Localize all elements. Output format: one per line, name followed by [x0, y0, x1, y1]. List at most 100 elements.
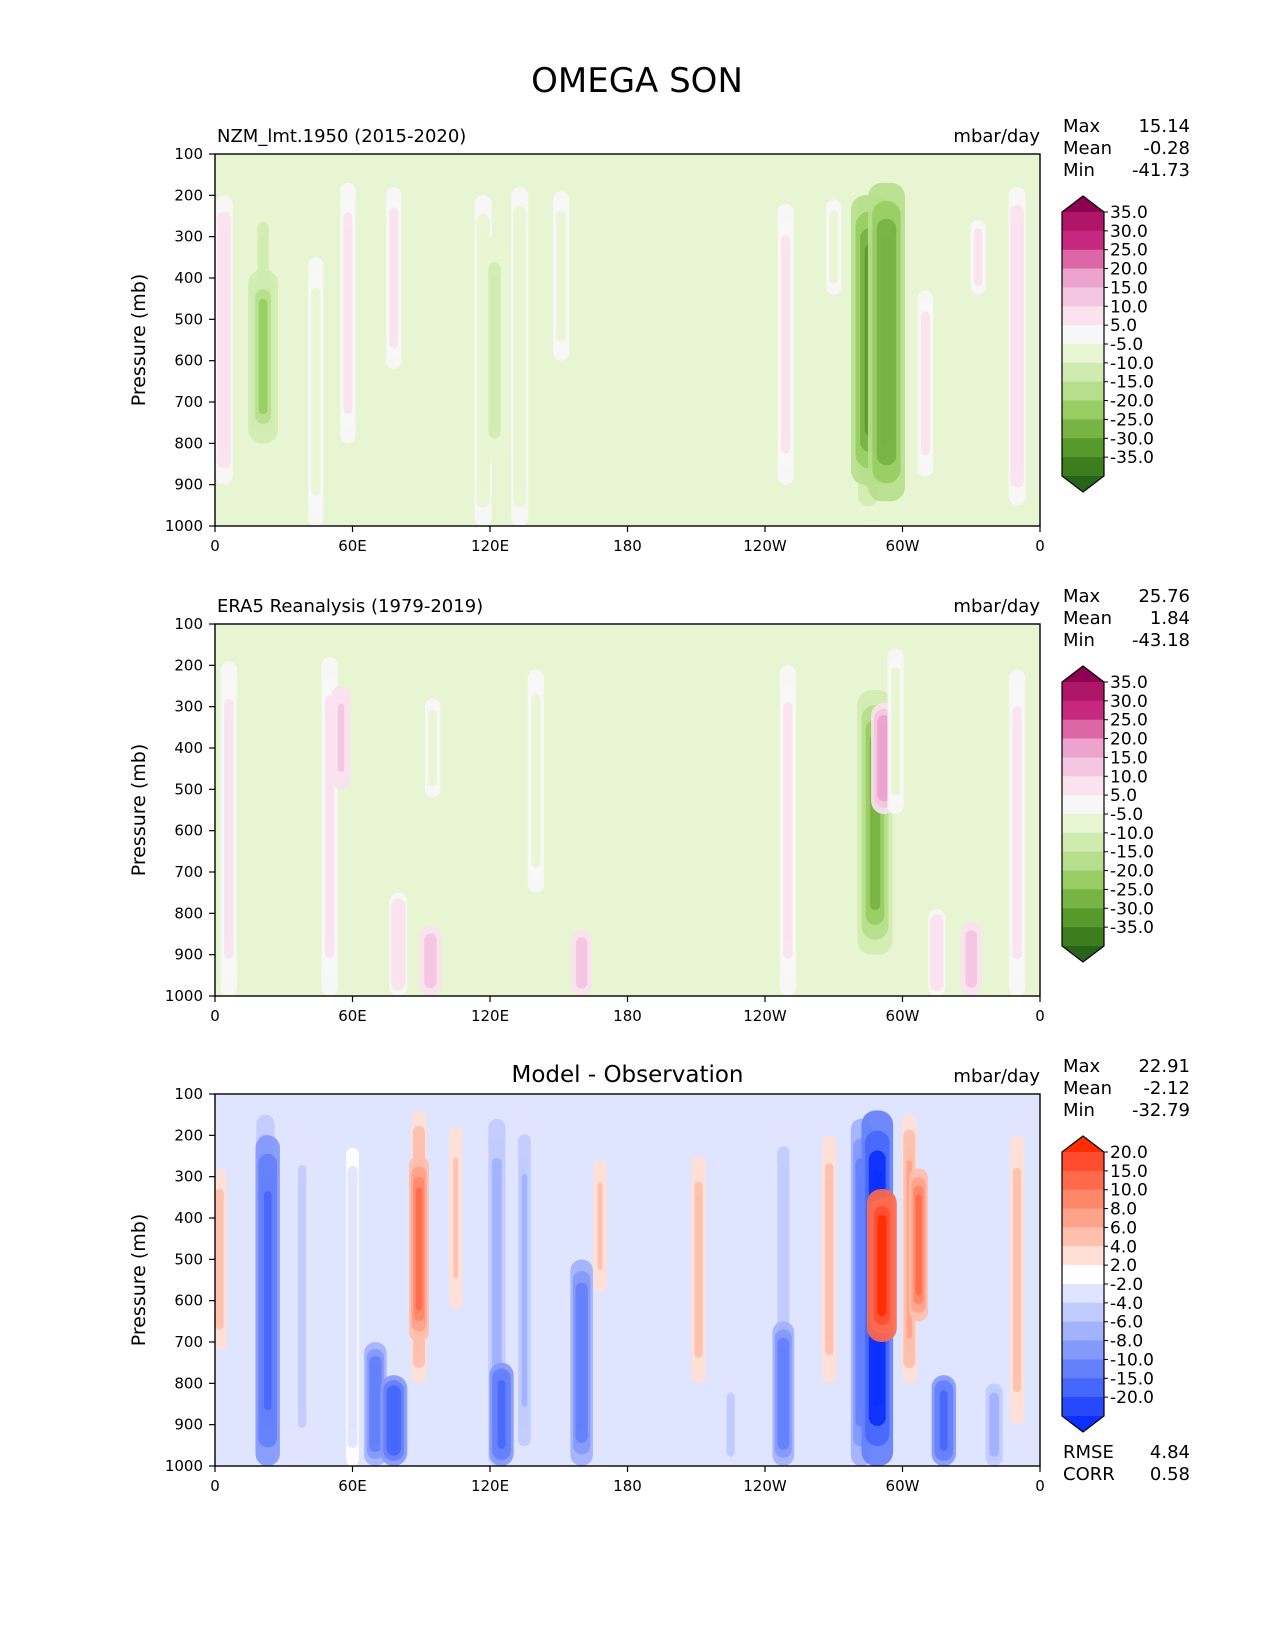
stat-value: -41.73 — [1132, 160, 1190, 181]
colorbar-label: -4.0 — [1110, 1294, 1143, 1314]
colorbar-segment — [1062, 851, 1104, 872]
x-tick-label: 0 — [1035, 1007, 1045, 1025]
colorbar-label: -30.0 — [1110, 899, 1154, 919]
contour-region-2 — [337, 703, 345, 772]
colorbar-label: -15.0 — [1110, 373, 1154, 393]
contour-region-14 — [881, 236, 892, 448]
extra-stat-label: RMSE — [1063, 1442, 1114, 1463]
colorbar-segment — [1062, 1397, 1104, 1417]
x-tick-label: 120E — [471, 1477, 509, 1495]
colorbar-segment — [1062, 795, 1104, 815]
colorbar-segment — [1062, 1302, 1104, 1323]
contour-region-26 — [991, 1397, 998, 1453]
x-tick-label: 0 — [210, 537, 220, 555]
contour-region-2 — [263, 1191, 272, 1411]
colorbar-label: -20.0 — [1110, 392, 1154, 412]
stat-label: Max — [1063, 586, 1101, 607]
panel-center-title: Model - Observation — [511, 1062, 743, 1088]
y-tick-label: 500 — [174, 1250, 203, 1268]
stat-label: Mean — [1063, 1078, 1112, 1099]
x-tick-label: 60E — [338, 537, 367, 555]
colorbar-label: -35.0 — [1110, 918, 1154, 938]
colorbar-segment — [1062, 927, 1104, 947]
colorbar-label: -8.0 — [1110, 1332, 1143, 1352]
y-tick-label: 600 — [174, 1292, 203, 1310]
colorbar-segment — [1062, 362, 1104, 383]
colorbar-label: 20.0 — [1110, 260, 1148, 280]
colorbar-label: -15.0 — [1110, 1369, 1154, 1389]
contour-region-5 — [371, 1362, 379, 1446]
colorbar-segment — [1062, 700, 1104, 721]
colorbar-segment — [1062, 776, 1104, 796]
contour-region-17 — [975, 232, 981, 282]
colorbar-label: -15.0 — [1110, 843, 1154, 863]
panel-difference: 100 200 300 400 500 600 700 800 900 1000 0 60E 120E 1… — [128, 1056, 1190, 1495]
y-axis-label: Pressure (mb) — [128, 274, 150, 407]
contour-region-14 — [967, 934, 975, 984]
y-tick-label: 100 — [174, 615, 203, 633]
y-tick-label: 600 — [174, 822, 203, 840]
colorbar-label: 35.0 — [1110, 673, 1148, 693]
contour-region-27 — [1014, 1184, 1020, 1376]
stat-label: Min — [1063, 630, 1095, 651]
contour-features — [220, 648, 1026, 996]
colorbar-segment — [1062, 438, 1104, 458]
extra-stat-value: 0.58 — [1150, 1464, 1190, 1485]
panel-observation: 100 200 300 400 500 600 700 800 900 1000 0 60E 120E 1… — [128, 586, 1190, 1025]
contour-region-12 — [892, 676, 899, 787]
contour-region-8 — [785, 721, 791, 941]
contour-region-3 — [313, 302, 319, 481]
colorbar-label: 5.0 — [1110, 786, 1137, 806]
colorbar-label: -6.0 — [1110, 1313, 1143, 1333]
colorbar-extend-top — [1062, 196, 1104, 212]
x-tick-label: 120E — [471, 1007, 509, 1025]
colorbar-label: 25.0 — [1110, 241, 1148, 261]
y-tick-label: 1000 — [165, 1457, 203, 1475]
contour-region-1 — [326, 714, 333, 939]
x-tick-label: 0 — [1035, 537, 1045, 555]
contour-region-22 — [877, 1214, 887, 1317]
figure-title: OMEGA SON — [531, 61, 743, 101]
y-tick-label: 400 — [174, 1209, 203, 1227]
contour-region-18 — [779, 1345, 787, 1442]
units-label: mbar/day — [953, 596, 1040, 617]
y-tick-label: 800 — [174, 1374, 203, 1392]
colorbar-label: 35.0 — [1110, 203, 1148, 223]
colorbar-label: -2.0 — [1110, 1275, 1143, 1295]
x-tick-label: 0 — [210, 1007, 220, 1025]
y-tick-label: 700 — [174, 863, 203, 881]
y-tick-label: 1000 — [165, 517, 203, 535]
colorbar-extend-top — [1062, 666, 1104, 682]
colorbar-extend-top — [1062, 1136, 1104, 1152]
y-axis-label: Pressure (mb) — [128, 744, 150, 877]
colorbar-label: 30.0 — [1110, 222, 1148, 242]
colorbar-label: -20.0 — [1110, 862, 1154, 882]
colorbar-segment — [1062, 870, 1104, 890]
y-tick-label: 300 — [174, 698, 203, 716]
stat-label: Max — [1063, 1056, 1101, 1077]
contour-region-9 — [453, 1157, 459, 1279]
colorbar-label: 4.0 — [1110, 1237, 1137, 1257]
colorbar-segment — [1062, 325, 1104, 345]
colorbar: 35.030.025.020.015.010.05.0-5.0-10.0-15.… — [1061, 195, 1154, 493]
colorbar-segment — [1062, 1227, 1104, 1247]
extra-stat-label: CORR — [1063, 1464, 1115, 1485]
contour-region-13 — [933, 923, 940, 982]
colorbar-segment — [1062, 682, 1104, 702]
stat-value: -2.12 — [1143, 1078, 1190, 1099]
colorbar-segment — [1062, 419, 1104, 439]
colorbar-segment — [1062, 719, 1104, 740]
colorbar-segment — [1062, 889, 1104, 909]
x-tick-label: 180 — [613, 1477, 642, 1495]
colorbar-extend-bottom — [1062, 946, 1104, 962]
contour-features — [215, 1110, 1025, 1466]
contour-region-9 — [558, 219, 564, 333]
colorbar-label: 6.0 — [1110, 1218, 1137, 1238]
x-tick-label: 60E — [338, 1477, 367, 1495]
colorbar-segment — [1062, 287, 1104, 307]
contour-region-6 — [533, 707, 539, 856]
y-tick-label: 700 — [174, 393, 203, 411]
contour-region-5 — [430, 715, 436, 781]
stat-value: -0.28 — [1143, 138, 1190, 159]
contour-region-6 — [389, 1390, 398, 1451]
